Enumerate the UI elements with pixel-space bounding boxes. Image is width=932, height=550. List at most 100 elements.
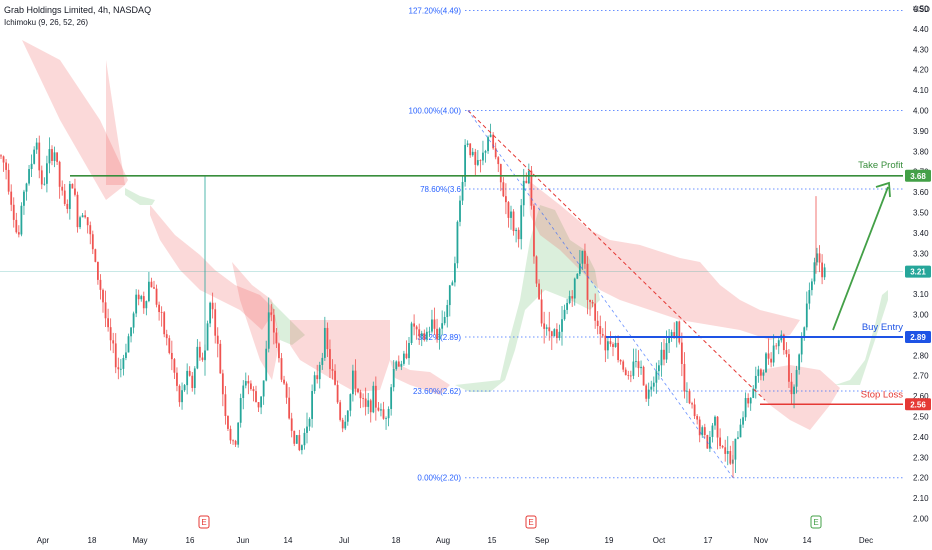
- candle-body: [811, 281, 813, 291]
- candle-body: [357, 388, 359, 393]
- ichimoku-cloud-segment: [125, 188, 155, 205]
- candle-body: [199, 346, 201, 358]
- candle-body: [272, 314, 275, 333]
- candle-body: [405, 353, 408, 359]
- candle-body: [747, 398, 750, 404]
- candle-body: [800, 337, 803, 355]
- ichimoku-cloud-segment: [150, 205, 275, 330]
- candle-body: [183, 385, 186, 391]
- candle-body: [142, 296, 145, 309]
- candle-body: [38, 142, 41, 171]
- currency-label: USD: [913, 5, 930, 14]
- candle-body: [573, 278, 576, 299]
- price-tick-label: 3.10: [913, 290, 929, 299]
- candle-body: [816, 253, 818, 263]
- candle-body: [423, 333, 426, 340]
- candle-body: [428, 331, 431, 333]
- candle-body: [48, 149, 51, 164]
- candle-body: [382, 409, 385, 419]
- earnings-marker-label: E: [201, 518, 206, 527]
- candle-body: [163, 312, 166, 335]
- price-tick-label: 2.10: [913, 494, 929, 503]
- candle-body: [81, 215, 84, 218]
- candle-body: [566, 302, 568, 310]
- candle-body: [94, 249, 97, 262]
- candle-body: [686, 390, 688, 392]
- candle-body: [400, 363, 403, 367]
- candle-body: [420, 333, 423, 337]
- candle-body: [484, 151, 487, 153]
- candle-body: [346, 410, 349, 422]
- candle-body: [380, 409, 382, 411]
- candle-body: [540, 299, 543, 324]
- candle-body: [765, 353, 767, 373]
- candle-body: [760, 369, 762, 376]
- candle-body: [280, 358, 283, 380]
- candle-body: [0, 155, 2, 157]
- candle-body: [714, 416, 716, 426]
- candle-body: [527, 170, 530, 184]
- candle-body: [293, 430, 296, 444]
- candle-body: [749, 397, 752, 404]
- candle-body: [785, 350, 788, 355]
- price-tick-label: 2.00: [913, 515, 929, 524]
- candle-body: [283, 379, 285, 384]
- candle-body: [311, 391, 313, 419]
- price-tick-label: 3.50: [913, 209, 929, 218]
- time-tick-label: 19: [605, 536, 614, 545]
- candle-body: [306, 426, 308, 433]
- candle-body: [517, 229, 520, 240]
- candle-body: [586, 263, 589, 300]
- time-tick-label: Jul: [339, 536, 349, 545]
- candle-body: [739, 424, 742, 438]
- fib-level-label: 100.00%(4.00): [409, 107, 462, 116]
- ichimoku-cloud-segment: [390, 360, 450, 395]
- candle-body: [301, 445, 303, 451]
- candle-body: [323, 327, 326, 358]
- candle-body: [446, 305, 449, 318]
- candle-body: [793, 386, 795, 395]
- candle-body: [683, 363, 686, 392]
- candle-body: [461, 181, 464, 201]
- candle-body: [244, 381, 247, 386]
- ichimoku-cloud-segment: [455, 205, 600, 392]
- earnings-marker: [525, 515, 537, 529]
- candle-body: [339, 402, 342, 420]
- price-tick-label: 4.20: [913, 66, 929, 75]
- candle-body: [499, 164, 502, 183]
- candle-body: [729, 451, 732, 464]
- candle-body: [51, 149, 53, 161]
- candle-body: [464, 144, 466, 182]
- ichimoku-cloud-segment: [232, 262, 280, 380]
- time-tick-label: Dec: [859, 536, 873, 545]
- time-tick-label: 18: [392, 536, 401, 545]
- candle-body: [20, 205, 23, 235]
- target-arrow: [832, 186, 889, 331]
- candle-body: [181, 390, 183, 403]
- candle-body: [46, 163, 48, 184]
- candle-body: [456, 221, 459, 264]
- candle-body: [711, 425, 714, 437]
- chart-title: Grab Holdings Limited, 4h, NASDAQ: [4, 5, 152, 15]
- candle-body: [512, 211, 515, 232]
- candle-body: [535, 256, 538, 284]
- candle-body: [510, 211, 512, 218]
- candle-body: [308, 418, 311, 427]
- price-badge: [905, 330, 931, 343]
- ichimoku-cloud-segment: [760, 365, 840, 430]
- candle-body: [650, 386, 653, 390]
- candle-body: [505, 196, 507, 203]
- price-tick-label: 3.80: [913, 147, 929, 156]
- candle-body: [818, 253, 821, 263]
- time-tick-label: 16: [186, 536, 195, 545]
- candle-body: [155, 288, 158, 305]
- price-badge-label: 2.89: [910, 333, 926, 342]
- candle-body: [668, 337, 670, 344]
- candle-body: [635, 361, 637, 362]
- candle-body: [594, 303, 597, 321]
- candle-body: [153, 287, 155, 289]
- candle-body: [680, 342, 683, 364]
- candle-body: [278, 343, 280, 359]
- candle-body: [782, 334, 785, 351]
